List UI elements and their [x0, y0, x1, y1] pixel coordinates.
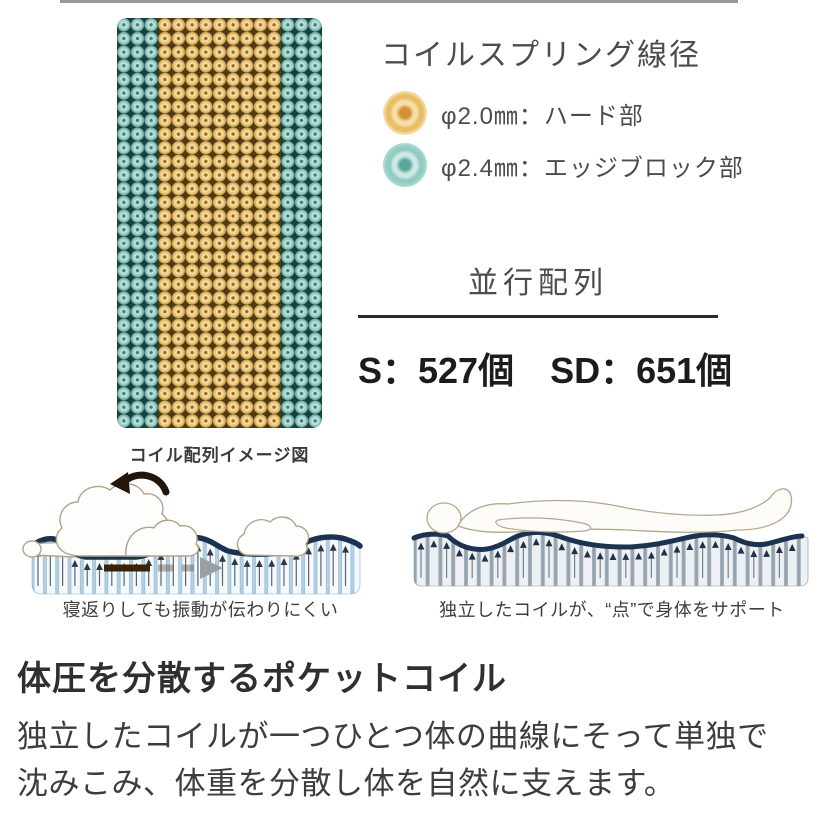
- legend-row-hard: φ2.0㎜：ハード部: [383, 91, 744, 135]
- arrangement-title: 並行配列: [358, 258, 718, 318]
- sleeper-shoulder: [125, 519, 200, 557]
- coil-up-arrows-right: [417, 538, 796, 578]
- description-block: 体圧を分散するポケットコイル 独立したコイルが一つひとつ体の曲線にそって単独で沈…: [17, 660, 813, 807]
- top-divider-rule: [60, 0, 738, 3]
- person-arm: [495, 517, 592, 533]
- person-head: [426, 502, 462, 534]
- turning-over-caption: 寝返りしても振動が伝わりにくい: [62, 600, 339, 620]
- sleeper-fist: [22, 540, 42, 558]
- body-contour-line-right: [411, 529, 805, 552]
- point-support-svg: [411, 488, 809, 587]
- arrangement-block: 並行配列 S：527個 SD：651個: [358, 258, 732, 394]
- edge-block-coil-swatch-icon: [383, 143, 427, 187]
- pillow-mound: [236, 516, 310, 557]
- point-support-caption: 独立したコイルが、“点”で身体をサポート: [439, 600, 785, 620]
- legend-label-edge-block: φ2.4㎜：エッジブロック部: [441, 154, 744, 182]
- point-support-illustration: [402, 460, 822, 595]
- turning-over-svg: [22, 471, 363, 595]
- edge-block-zone-right: [281, 18, 322, 428]
- coil-arrangement-diagram: [117, 18, 322, 428]
- count-semidouble: SD：651個: [550, 350, 733, 391]
- coil-diagram-caption: コイル配列イメージ図: [129, 446, 310, 465]
- count-single: S：527個: [358, 350, 515, 391]
- coil-counts: S：527個 SD：651個: [358, 342, 732, 394]
- edge-block-zone-left: [117, 18, 158, 428]
- legend-label-hard: φ2.0㎜：ハード部: [441, 102, 644, 130]
- coil-legend: φ2.0㎜：ハード部 φ2.4㎜：エッジブロック部: [383, 91, 744, 187]
- vibration-arrow-head-icon: [200, 557, 223, 579]
- rotation-arrow-head-icon: [110, 472, 130, 494]
- turning-over-illustration: [8, 458, 393, 598]
- spec-title: コイルスプリング線径: [381, 39, 701, 72]
- legend-row-edge-block: φ2.4㎜：エッジブロック部: [383, 143, 744, 187]
- hard-zone-center: [158, 18, 281, 428]
- description-body: 独立したコイルが一つひとつ体の曲線にそって単独で沈みこみ、体重を分散し体を自然に…: [17, 719, 769, 801]
- description-heading: 体圧を分散するポケットコイル: [17, 660, 507, 698]
- hard-coil-swatch-icon: [383, 91, 427, 135]
